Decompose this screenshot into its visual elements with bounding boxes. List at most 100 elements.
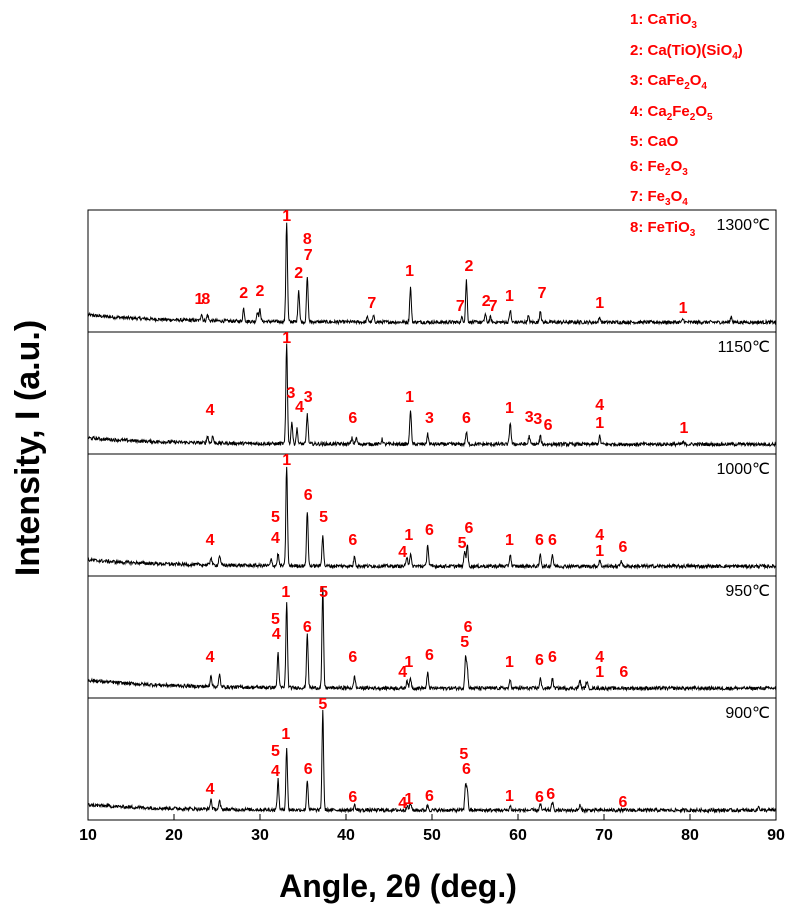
x-axis-label: Angle, 2θ (deg.) bbox=[279, 868, 517, 904]
peak-label: 1 bbox=[595, 415, 604, 432]
legend-item: 6: Fe2O3 bbox=[630, 157, 688, 178]
peak-label: 6 bbox=[304, 761, 313, 778]
legend-item: 4: Ca2Fe2O5 bbox=[630, 102, 713, 123]
panel-frame-2 bbox=[87, 453, 777, 577]
y-axis-label: Intensity, I (a.u.) bbox=[9, 320, 47, 576]
peak-label: 6 bbox=[465, 520, 474, 537]
y-axis-label-svg: Intensity, I (a.u.) bbox=[9, 320, 47, 576]
peak-label: 1 bbox=[404, 791, 413, 808]
panel-temp-label-4: 900℃ bbox=[725, 705, 770, 722]
peak-label: 5 bbox=[319, 584, 328, 601]
peak-label: 5 bbox=[319, 509, 328, 526]
peak-label: 6 bbox=[464, 619, 473, 636]
peak-label: 1 bbox=[282, 452, 291, 469]
peak-label: 3 bbox=[533, 411, 542, 428]
legend-item: 1: CaTiO3 bbox=[630, 11, 697, 31]
peak-label: 6 bbox=[303, 619, 312, 636]
peak-label: 4 bbox=[295, 399, 304, 416]
peak-label: 1 bbox=[405, 389, 414, 406]
peak-label: 2 bbox=[465, 258, 474, 275]
peak-label: 1 bbox=[505, 788, 514, 805]
peak-label: 1 bbox=[680, 420, 689, 437]
x-tick-label: 90 bbox=[767, 827, 785, 844]
panel-frame-0 bbox=[87, 209, 777, 333]
peak-label: 1 bbox=[505, 532, 514, 549]
peak-label: 3 bbox=[525, 409, 534, 426]
x-tick-label: 20 bbox=[165, 827, 183, 844]
peak-label: 6 bbox=[546, 786, 555, 803]
peak-label: 6 bbox=[619, 664, 628, 681]
peak-label: 1 bbox=[404, 654, 413, 671]
peak-label: 4 bbox=[398, 664, 407, 681]
peak-label: 6 bbox=[304, 487, 313, 504]
peak-label: 4 bbox=[206, 649, 215, 666]
peak-label: 1 bbox=[281, 584, 290, 601]
peak-label: 4 bbox=[206, 402, 215, 419]
peak-label: 6 bbox=[462, 761, 471, 778]
panel-temp-label-0: 1300℃ bbox=[716, 217, 770, 234]
peak-label: 1 bbox=[679, 300, 688, 317]
peak-label: 3 bbox=[287, 385, 296, 402]
peak-label: 6 bbox=[348, 789, 357, 806]
panel-temp-label-1: 1150℃ bbox=[718, 339, 770, 356]
peak-label: 1 bbox=[505, 654, 514, 671]
peak-label: 6 bbox=[535, 652, 544, 669]
peak-label: 1 bbox=[505, 400, 514, 417]
series-line-0 bbox=[87, 222, 777, 326]
peak-label: 7 bbox=[538, 285, 547, 302]
x-tick-label: 80 bbox=[681, 827, 699, 844]
peak-label: 1 bbox=[281, 726, 290, 743]
peak-label: 4 bbox=[398, 795, 407, 812]
peak-label: 2 bbox=[239, 285, 248, 302]
peak-label: 6 bbox=[425, 522, 434, 539]
panel-temp-label-3: 950℃ bbox=[725, 583, 770, 600]
series-line-1 bbox=[87, 343, 777, 448]
series-line-2 bbox=[87, 466, 777, 570]
peak-label: 4 bbox=[595, 649, 604, 666]
peak-label: 4 bbox=[271, 530, 280, 547]
peak-label: 5 bbox=[271, 611, 280, 628]
panel-temp-label-2: 1000℃ bbox=[716, 461, 770, 478]
x-tick-label: 70 bbox=[595, 827, 613, 844]
peak-label: 8 bbox=[201, 291, 210, 308]
peak-label: 1 bbox=[595, 664, 604, 681]
peak-label: 4 bbox=[206, 532, 215, 549]
peak-label: 8 bbox=[303, 231, 312, 248]
peak-label: 6 bbox=[535, 532, 544, 549]
peak-label: 6 bbox=[348, 532, 357, 549]
phase-legend: 1: CaTiO3 2: Ca(TiO)(SiO4) 3: CaFe2O4 4:… bbox=[630, 8, 743, 246]
peak-label: 6 bbox=[462, 410, 471, 427]
peak-label: 4 bbox=[595, 397, 604, 414]
legend-item: 3: CaFe2O4 bbox=[630, 72, 707, 92]
legend-item: 7: Fe3O4 bbox=[630, 188, 688, 208]
peak-label: 5 bbox=[271, 509, 280, 526]
legend-item: 2: Ca(TiO)(SiO4) bbox=[630, 41, 743, 62]
legend-item: 5: CaO bbox=[630, 133, 679, 150]
peak-label: 1 bbox=[282, 330, 291, 347]
peak-label: 5 bbox=[458, 535, 467, 552]
panel-frame-3 bbox=[87, 575, 777, 699]
peak-label: 2 bbox=[294, 265, 303, 282]
peak-label: 6 bbox=[618, 794, 627, 811]
peak-label: 5 bbox=[271, 743, 280, 760]
panel-frame-1 bbox=[87, 331, 777, 455]
peak-label: 2 bbox=[482, 293, 491, 310]
peak-label: 4 bbox=[271, 763, 280, 780]
series-line-3 bbox=[87, 586, 777, 692]
peak-label: 6 bbox=[348, 410, 357, 427]
peak-label: 6 bbox=[548, 532, 557, 549]
peak-label: 4 bbox=[398, 544, 407, 561]
peak-label: 1 bbox=[595, 543, 604, 560]
peak-label: 7 bbox=[304, 247, 313, 264]
peak-label: 7 bbox=[489, 298, 498, 315]
peak-label: 5 bbox=[459, 746, 468, 763]
peak-label: 6 bbox=[425, 788, 434, 805]
peak-label: 1 bbox=[505, 288, 514, 305]
peak-label: 6 bbox=[348, 649, 357, 666]
peak-label: 6 bbox=[618, 539, 627, 556]
peak-label: 6 bbox=[548, 649, 557, 666]
legend-item: 8: FeTiO3 bbox=[630, 218, 696, 239]
peak-label: 6 bbox=[544, 417, 553, 434]
